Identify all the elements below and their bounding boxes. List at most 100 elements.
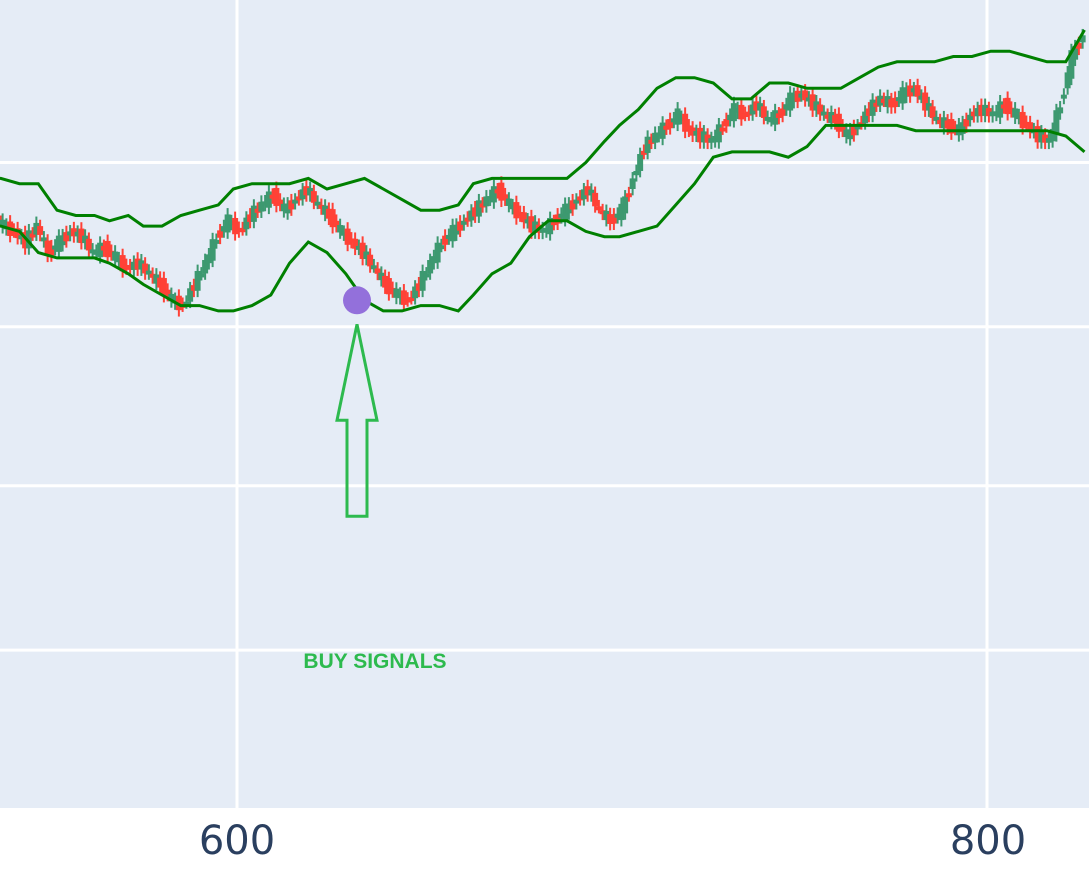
candle-body bbox=[299, 189, 306, 200]
candle-body bbox=[235, 227, 242, 232]
candle-body bbox=[985, 108, 992, 117]
candle-body bbox=[130, 261, 137, 270]
plot-background bbox=[0, 0, 1089, 808]
candle-body bbox=[340, 231, 347, 236]
candle-body bbox=[678, 116, 685, 121]
candle-body bbox=[164, 289, 171, 295]
candle-body bbox=[648, 139, 655, 144]
candle-body bbox=[850, 126, 857, 136]
candle-body bbox=[205, 254, 212, 264]
candle-body bbox=[228, 221, 235, 226]
candle-body bbox=[753, 101, 760, 111]
candle-body bbox=[262, 201, 269, 206]
candle-body bbox=[1038, 131, 1045, 143]
candle-body bbox=[1023, 121, 1030, 126]
candle-body bbox=[382, 275, 389, 288]
candle-body bbox=[254, 208, 261, 213]
candle-body bbox=[247, 214, 254, 222]
candle-body bbox=[817, 104, 824, 115]
candle-body bbox=[490, 186, 497, 203]
candle-body bbox=[832, 115, 839, 124]
candle-body bbox=[494, 189, 501, 194]
candle-body bbox=[393, 288, 400, 298]
candle-body bbox=[1075, 43, 1082, 49]
candle-body bbox=[554, 214, 561, 224]
candle-body bbox=[457, 221, 464, 231]
candle-body bbox=[588, 189, 595, 196]
candle-body bbox=[1079, 35, 1086, 43]
candle-body bbox=[963, 119, 970, 127]
candle-body bbox=[273, 187, 280, 206]
candle-body bbox=[978, 104, 985, 116]
candle-body bbox=[749, 104, 756, 115]
candle-body bbox=[779, 108, 786, 116]
candle-body bbox=[625, 193, 632, 198]
candle-body bbox=[100, 245, 107, 251]
candle-body bbox=[33, 222, 40, 235]
candle-body bbox=[442, 235, 449, 245]
candle-body bbox=[29, 233, 36, 238]
candle-body bbox=[307, 187, 314, 196]
candle-body bbox=[715, 124, 722, 143]
candle-body bbox=[895, 97, 902, 102]
candle-body bbox=[337, 225, 344, 233]
candle-body bbox=[348, 238, 355, 243]
candle-body bbox=[258, 201, 265, 212]
candle-body bbox=[565, 203, 572, 214]
candle-body bbox=[907, 85, 914, 97]
candle-body bbox=[115, 258, 122, 263]
candle-body bbox=[318, 204, 325, 209]
candle-body bbox=[213, 239, 220, 244]
candle-body bbox=[243, 217, 250, 230]
candle-body bbox=[562, 203, 569, 221]
candle-body bbox=[925, 103, 932, 111]
candle-body bbox=[1060, 94, 1067, 99]
candle-body bbox=[1027, 122, 1034, 133]
candle-body bbox=[659, 122, 666, 139]
candle-body bbox=[112, 251, 119, 261]
candle-body bbox=[1064, 72, 1071, 89]
candle-body bbox=[869, 99, 876, 116]
candle-body bbox=[937, 120, 944, 125]
candle-body bbox=[427, 260, 434, 274]
candle-body bbox=[1057, 107, 1064, 114]
candle-body bbox=[873, 102, 880, 107]
candle-body bbox=[948, 119, 955, 134]
candle-body bbox=[689, 127, 696, 136]
candle-body bbox=[0, 215, 2, 221]
candle-body bbox=[517, 211, 524, 216]
candle-body bbox=[363, 251, 370, 259]
candle-body bbox=[708, 138, 715, 143]
candle-body bbox=[550, 221, 557, 226]
candle-body bbox=[1072, 46, 1079, 60]
candle-body bbox=[18, 235, 25, 240]
candle-body bbox=[460, 220, 467, 225]
candle-body bbox=[929, 106, 936, 118]
candle-body bbox=[344, 228, 351, 245]
candle-body bbox=[224, 214, 231, 233]
candle-body bbox=[760, 106, 767, 118]
candle-body bbox=[483, 196, 490, 207]
candle-body bbox=[250, 205, 257, 222]
candle-body bbox=[528, 216, 535, 233]
candle-body bbox=[265, 191, 272, 208]
candle-body bbox=[0, 219, 6, 228]
candle-body bbox=[153, 274, 160, 284]
candle-body bbox=[220, 226, 227, 232]
candle-body bbox=[104, 240, 111, 258]
candle-body bbox=[903, 88, 910, 97]
candle-body bbox=[558, 213, 565, 218]
candle-body bbox=[880, 98, 887, 103]
candle-body bbox=[329, 209, 336, 228]
candle-body bbox=[712, 136, 719, 142]
candle-body bbox=[168, 293, 175, 302]
candle-body bbox=[389, 287, 396, 292]
candle-body bbox=[899, 87, 906, 104]
candle-body bbox=[78, 228, 85, 244]
buy-signal-annotation-label: BUY SIGNALS bbox=[303, 650, 447, 673]
candle-body bbox=[547, 217, 554, 235]
candle-body bbox=[48, 246, 55, 256]
candle-body bbox=[415, 283, 422, 291]
candle-body bbox=[603, 210, 610, 221]
